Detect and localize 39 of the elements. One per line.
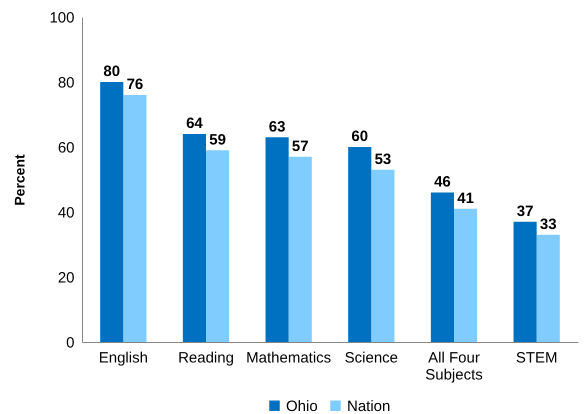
y-tick-label: 80	[58, 74, 74, 92]
bar	[100, 82, 124, 342]
bar	[123, 95, 146, 342]
y-tick-label: 100	[49, 10, 74, 26]
legend-label: Nation	[347, 398, 390, 414]
data-label: 64	[186, 115, 204, 132]
data-label: 57	[292, 138, 309, 155]
y-tick-label: 60	[58, 140, 74, 156]
bar	[206, 150, 230, 342]
bar	[348, 147, 372, 342]
bar	[288, 156, 312, 342]
x-tick-label: English	[98, 350, 148, 366]
bar	[182, 134, 206, 342]
x-tick-label: Reading	[178, 350, 234, 366]
data-label: 60	[351, 128, 368, 145]
y-axis-title: Percent	[11, 154, 28, 206]
y-tick-label: 20	[58, 270, 74, 286]
bar	[514, 222, 537, 342]
data-label: 53	[374, 150, 392, 168]
data-label: 33	[540, 216, 557, 233]
x-tick-label: Mathematics	[246, 350, 332, 366]
bar	[536, 234, 560, 342]
x-tick-label: All Four Subjects	[425, 350, 483, 384]
data-label: 59	[209, 131, 226, 148]
x-tick-label: Science	[344, 350, 398, 366]
data-label: 37	[516, 202, 534, 220]
bar	[266, 137, 289, 342]
y-tick-label: 0	[66, 334, 74, 352]
data-label: 80	[103, 63, 120, 80]
data-label: 46	[434, 174, 451, 190]
data-label: 41	[457, 190, 474, 207]
legend-label: Ohio	[286, 398, 318, 414]
data-label: 63	[268, 118, 286, 136]
data-label: 76	[126, 76, 144, 93]
bar	[371, 170, 394, 342]
y-tick-label: 40	[58, 204, 74, 222]
bar	[430, 192, 454, 342]
bar	[454, 208, 478, 342]
x-tick-label: STEM	[516, 350, 558, 366]
